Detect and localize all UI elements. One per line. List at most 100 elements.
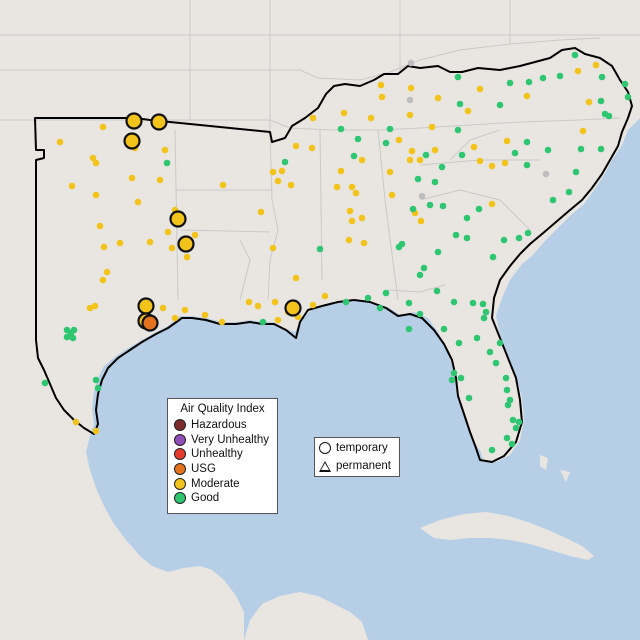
moderate-marker-193 bbox=[177, 235, 195, 253]
moderate-marker-10 bbox=[134, 198, 142, 206]
good-marker-32 bbox=[63, 333, 71, 341]
good-marker-175 bbox=[448, 376, 456, 384]
moderate-marker-197 bbox=[284, 299, 302, 317]
good-marker-64 bbox=[440, 325, 448, 333]
moderate-label: Moderate bbox=[191, 477, 240, 490]
very-unhealthy-label: Very Unhealthy bbox=[191, 433, 269, 446]
moderate-marker-69 bbox=[308, 144, 316, 152]
moderate-marker-49 bbox=[274, 316, 282, 324]
good-marker-56 bbox=[376, 304, 384, 312]
aqi-legend-very-unhealthy: Very Unhealthy bbox=[168, 433, 277, 448]
permanent-row: permanent bbox=[315, 458, 399, 474]
moderate-marker-16 bbox=[103, 268, 111, 276]
circle-icon bbox=[319, 442, 331, 454]
moderate-marker-114 bbox=[416, 156, 424, 164]
moderate-marker-67 bbox=[278, 167, 286, 175]
moderate-marker-1 bbox=[99, 123, 107, 131]
moderate-marker-40 bbox=[218, 318, 226, 326]
good-marker-128 bbox=[572, 168, 580, 176]
good-marker-58 bbox=[405, 299, 413, 307]
moderate-marker-20 bbox=[164, 228, 172, 236]
moderate-marker-115 bbox=[431, 146, 439, 154]
moderate-marker-42 bbox=[254, 302, 262, 310]
good-marker-121 bbox=[414, 175, 422, 183]
good-marker-176 bbox=[457, 374, 465, 382]
temporary-row: temporary bbox=[315, 440, 399, 456]
unhealthy-label: Unhealthy bbox=[191, 448, 243, 461]
moderate-marker-189 bbox=[125, 112, 143, 130]
moderate-marker-118 bbox=[470, 143, 478, 151]
moderate-marker-9 bbox=[92, 191, 100, 199]
monitor-markers bbox=[41, 51, 632, 454]
good-marker-186 bbox=[488, 446, 496, 454]
yucatan-land bbox=[244, 592, 368, 640]
no-data-marker-162 bbox=[406, 96, 414, 104]
good-marker-24 bbox=[163, 159, 171, 167]
triangle-icon bbox=[319, 460, 331, 472]
good-marker-55 bbox=[364, 294, 372, 302]
aqi-legend-moderate: Moderate bbox=[168, 476, 277, 491]
good-marker-156 bbox=[605, 112, 613, 120]
good-marker-62 bbox=[469, 299, 477, 307]
no-data-marker-129 bbox=[542, 170, 550, 178]
good-marker-171 bbox=[482, 308, 490, 316]
good-marker-150 bbox=[539, 74, 547, 82]
moderate-marker-82 bbox=[386, 168, 394, 176]
good-marker-143 bbox=[454, 73, 462, 81]
good-marker-149 bbox=[525, 78, 533, 86]
moderate-marker-136 bbox=[428, 123, 436, 131]
moderate-marker-3 bbox=[92, 159, 100, 167]
moderate-marker-53 bbox=[321, 292, 329, 300]
good-marker-35 bbox=[92, 376, 100, 384]
moderate-marker-68 bbox=[292, 142, 300, 150]
moderate-marker-22 bbox=[219, 181, 227, 189]
good-label: Good bbox=[191, 492, 220, 505]
good-marker-172 bbox=[480, 314, 488, 322]
good-marker-113 bbox=[422, 151, 430, 159]
good-marker-169 bbox=[473, 334, 481, 342]
good-marker-145 bbox=[456, 100, 464, 108]
region-border bbox=[34, 47, 633, 463]
moderate-marker-147 bbox=[523, 92, 531, 100]
moderate-marker-144 bbox=[476, 85, 484, 93]
moderate-marker-83 bbox=[388, 191, 396, 199]
temporary-label: temporary bbox=[336, 442, 388, 454]
moderate-marker-48 bbox=[309, 301, 317, 309]
moderate-marker-66 bbox=[269, 168, 277, 176]
good-marker-148 bbox=[506, 79, 514, 87]
good-marker-157 bbox=[624, 93, 632, 101]
aqi-legend-title: Air Quality Index bbox=[180, 403, 265, 415]
good-marker-180 bbox=[504, 401, 512, 409]
moderate-marker-25 bbox=[191, 231, 199, 239]
good-marker-93 bbox=[439, 202, 447, 210]
good-marker-59 bbox=[416, 310, 424, 318]
moderate-marker-141 bbox=[407, 84, 415, 92]
moderate-marker-135 bbox=[406, 111, 414, 119]
moderate-marker-152 bbox=[574, 67, 582, 75]
good-marker-91 bbox=[426, 201, 434, 209]
cuba-land bbox=[420, 512, 594, 560]
moderate-marker-0 bbox=[56, 138, 64, 146]
moderate-marker-12 bbox=[96, 222, 104, 230]
moderate-marker-78 bbox=[348, 217, 356, 225]
moderate-marker-39 bbox=[201, 311, 209, 319]
good-marker-174 bbox=[450, 369, 458, 377]
good-marker-183 bbox=[512, 424, 520, 432]
moderate-marker-139 bbox=[377, 81, 385, 89]
moderate-marker-21 bbox=[168, 244, 176, 252]
good-marker-89 bbox=[409, 205, 417, 213]
aqi-legend-unhealthy: Unhealthy bbox=[168, 447, 277, 462]
good-marker-187 bbox=[502, 374, 510, 382]
moderate-marker-7 bbox=[128, 174, 136, 182]
good-marker-158 bbox=[621, 80, 629, 88]
bahamas-land bbox=[540, 455, 570, 482]
moderate-marker-41 bbox=[245, 298, 253, 306]
good-marker-103 bbox=[524, 229, 532, 237]
good-marker-86 bbox=[416, 271, 424, 279]
good-marker-124 bbox=[523, 161, 531, 169]
good-marker-61 bbox=[450, 298, 458, 306]
moderate-marker-45 bbox=[257, 208, 265, 216]
good-marker-120 bbox=[431, 178, 439, 186]
good-marker-117 bbox=[458, 151, 466, 159]
good-marker-96 bbox=[463, 214, 471, 222]
